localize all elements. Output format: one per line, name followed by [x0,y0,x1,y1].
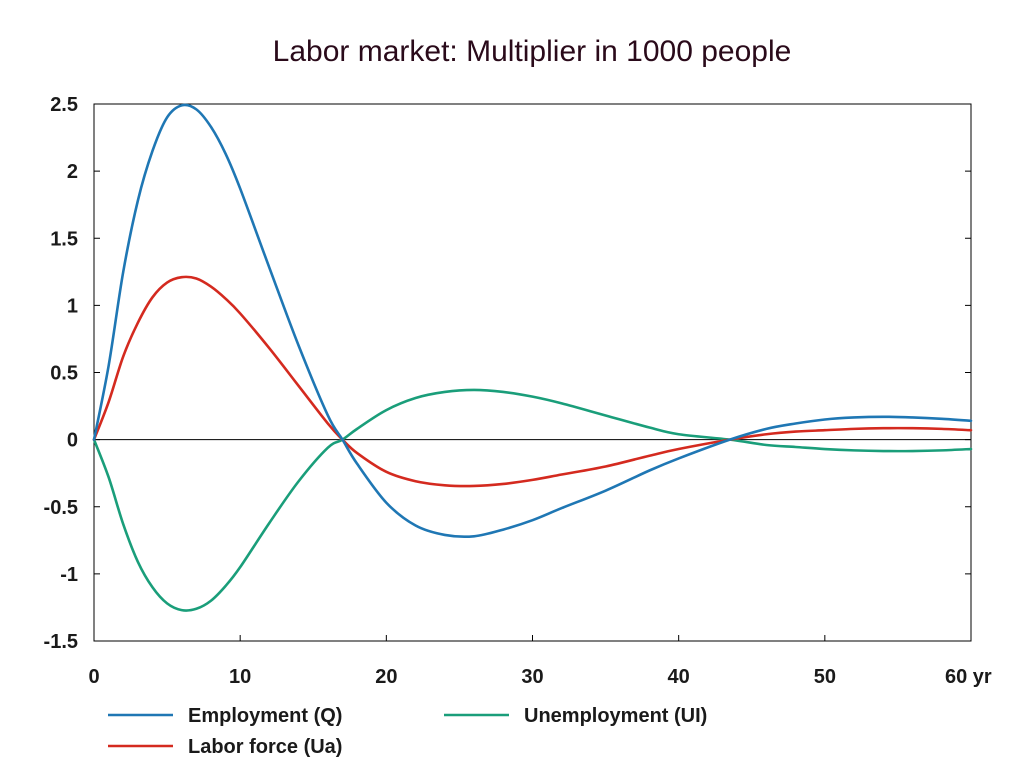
x-tick-label: 0 [88,666,99,688]
x-tick-label: 30 [521,666,543,688]
legend-item-employment: Employment (Q) [108,705,342,727]
y-tick-label: 0 [67,430,78,452]
y-tick-label: 1 [67,295,78,317]
legend-item-labor-force: Labor force (Ua) [108,736,342,758]
x-axis: 0 10 20 30 40 50 60 yr [88,635,992,688]
series-unemployment-line [92,388,973,612]
plot-frame [93,103,972,642]
legend-label: Labor force (Ua) [188,736,342,758]
y-tick-label: -1 [60,564,78,586]
legend-label: Unemployment (UI) [524,705,707,727]
y-tick-label: 2 [67,161,78,183]
chart-title: Labor market: Multiplier in 1000 people [273,35,792,68]
series-labor-force-line [92,275,973,488]
series-group [92,103,973,612]
x-tick-label: 10 [229,666,251,688]
series-employment-line [92,103,973,539]
y-tick-label: 1.5 [50,228,78,250]
y-tick-label: -0.5 [44,497,78,519]
legend-item-unemployment: Unemployment (UI) [444,705,707,727]
x-tick-label: 40 [668,666,690,688]
legend-label: Employment (Q) [188,705,342,727]
x-tick-label: 50 [814,666,836,688]
x-tick-label: 20 [375,666,397,688]
legend: Employment (Q) Labor force (Ua) Unemployme… [108,705,707,758]
x-tick-label: 60 yr [945,666,992,688]
y-axis: 2.5 2 1.5 1 0.5 0 -0.5 -1 -1.5 [44,94,971,653]
y-tick-label: 0.5 [50,363,78,385]
y-tick-label: 2.5 [50,94,78,116]
y-tick-label: -1.5 [44,631,78,653]
